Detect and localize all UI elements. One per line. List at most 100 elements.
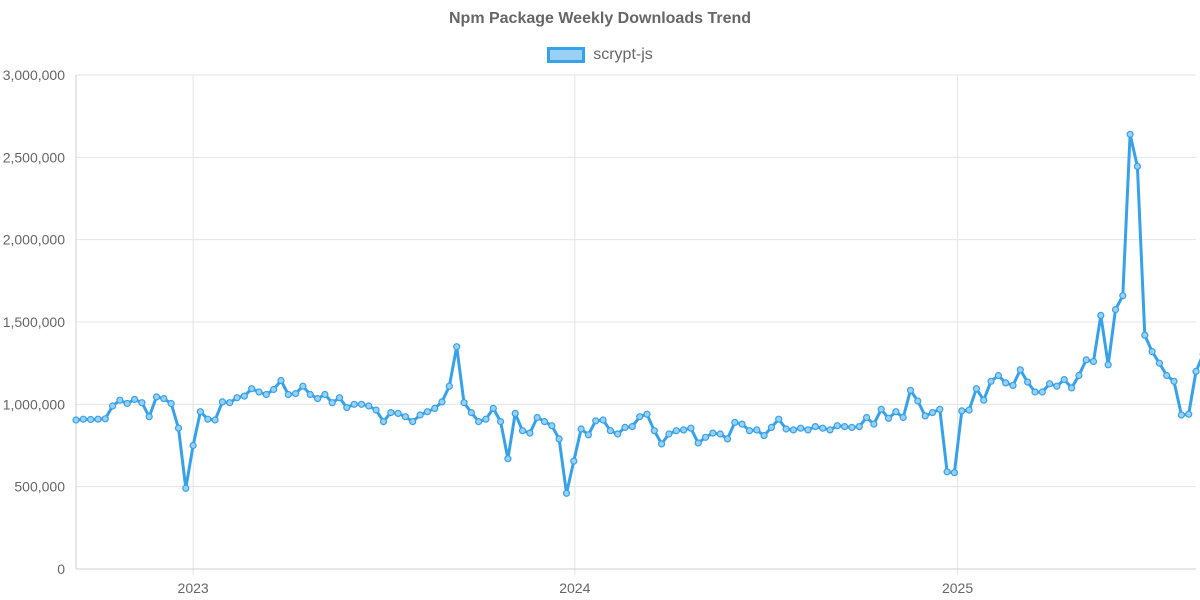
data-point[interactable] bbox=[240, 392, 248, 400]
data-point[interactable] bbox=[826, 426, 834, 434]
data-point[interactable] bbox=[672, 427, 680, 435]
data-point[interactable] bbox=[819, 424, 827, 432]
data-point[interactable] bbox=[1155, 359, 1164, 367]
data-point[interactable] bbox=[782, 425, 790, 433]
data-point[interactable] bbox=[1177, 411, 1186, 419]
data-point[interactable] bbox=[438, 398, 446, 406]
data-point[interactable] bbox=[928, 409, 937, 417]
data-point[interactable] bbox=[1148, 348, 1156, 356]
data-point[interactable] bbox=[1002, 379, 1010, 387]
data-point[interactable] bbox=[1119, 292, 1127, 300]
data-point[interactable] bbox=[211, 416, 219, 424]
data-point[interactable] bbox=[892, 408, 900, 416]
data-point[interactable] bbox=[482, 415, 490, 423]
data-point[interactable] bbox=[218, 398, 226, 406]
data-point[interactable] bbox=[1089, 357, 1098, 366]
data-point[interactable] bbox=[1053, 382, 1061, 390]
data-point[interactable] bbox=[716, 430, 724, 438]
data-point[interactable] bbox=[899, 413, 907, 422]
data-point[interactable] bbox=[599, 416, 607, 424]
data-point[interactable] bbox=[292, 390, 300, 398]
data-point[interactable] bbox=[460, 399, 468, 407]
data-point[interactable] bbox=[152, 393, 161, 401]
data-point[interactable] bbox=[189, 441, 197, 450]
data-point[interactable] bbox=[950, 469, 959, 477]
data-point[interactable] bbox=[694, 439, 702, 447]
data-point[interactable] bbox=[1023, 378, 1032, 386]
data-point[interactable] bbox=[1075, 371, 1083, 380]
data-point[interactable] bbox=[570, 457, 578, 465]
data-point[interactable] bbox=[145, 413, 153, 421]
data-point[interactable] bbox=[1031, 388, 1039, 396]
data-point[interactable] bbox=[1082, 356, 1090, 364]
data-point[interactable] bbox=[182, 484, 190, 492]
data-point[interactable] bbox=[379, 418, 388, 426]
data-point[interactable] bbox=[936, 405, 944, 413]
data-point[interactable] bbox=[204, 415, 212, 423]
data-point[interactable] bbox=[994, 371, 1003, 380]
data-point[interactable] bbox=[226, 399, 234, 407]
data-point[interactable] bbox=[723, 435, 732, 443]
data-point[interactable] bbox=[196, 408, 204, 416]
data-point[interactable] bbox=[1192, 367, 1200, 375]
data-point[interactable] bbox=[233, 394, 241, 402]
data-point[interactable] bbox=[138, 399, 146, 407]
data-point[interactable] bbox=[980, 396, 988, 404]
data-point[interactable] bbox=[1060, 376, 1068, 384]
data-point[interactable] bbox=[416, 411, 424, 419]
data-point[interactable] bbox=[248, 385, 256, 393]
data-point[interactable] bbox=[387, 409, 395, 417]
data-point[interactable] bbox=[592, 417, 600, 425]
data-point[interactable] bbox=[870, 420, 878, 428]
data-point[interactable] bbox=[1097, 311, 1105, 319]
data-point[interactable] bbox=[116, 396, 124, 404]
data-point[interactable] bbox=[804, 426, 812, 434]
data-point[interactable] bbox=[650, 427, 658, 435]
data-point[interactable] bbox=[540, 418, 549, 426]
data-point[interactable] bbox=[299, 382, 307, 390]
data-point[interactable] bbox=[921, 412, 929, 420]
legend-label-scrypt-js[interactable]: scrypt-js bbox=[593, 46, 653, 63]
data-point[interactable] bbox=[701, 433, 710, 441]
data-point[interactable] bbox=[372, 406, 380, 414]
data-point[interactable] bbox=[584, 431, 593, 439]
data-point[interactable] bbox=[767, 423, 776, 431]
data-point[interactable] bbox=[665, 430, 673, 438]
data-point[interactable] bbox=[123, 399, 131, 408]
data-point[interactable] bbox=[1170, 377, 1178, 385]
data-point[interactable] bbox=[108, 402, 117, 410]
data-point[interactable] bbox=[262, 390, 270, 399]
data-point[interactable] bbox=[1009, 381, 1017, 389]
data-point[interactable] bbox=[511, 409, 519, 417]
data-point[interactable] bbox=[1045, 380, 1054, 388]
data-point[interactable] bbox=[79, 415, 87, 423]
data-point[interactable] bbox=[753, 426, 761, 434]
data-point[interactable] bbox=[335, 394, 344, 402]
data-point[interactable] bbox=[445, 382, 453, 390]
data-point[interactable] bbox=[679, 426, 688, 434]
data-point[interactable] bbox=[789, 426, 798, 434]
data-point[interactable] bbox=[840, 423, 849, 431]
data-point[interactable] bbox=[775, 415, 783, 423]
data-point[interactable] bbox=[1163, 371, 1171, 380]
data-point[interactable] bbox=[357, 400, 366, 408]
data-point[interactable] bbox=[270, 385, 278, 394]
data-point[interactable] bbox=[1185, 410, 1193, 418]
data-point[interactable] bbox=[987, 377, 995, 385]
data-point[interactable] bbox=[350, 400, 358, 408]
data-point[interactable] bbox=[277, 376, 285, 385]
data-point[interactable] bbox=[86, 415, 95, 424]
data-point[interactable] bbox=[255, 388, 263, 396]
data-point[interactable] bbox=[811, 423, 819, 431]
data-point[interactable] bbox=[855, 423, 863, 431]
data-point[interactable] bbox=[972, 385, 981, 393]
data-point[interactable] bbox=[1141, 331, 1149, 339]
data-point[interactable] bbox=[884, 414, 893, 422]
data-point[interactable] bbox=[1038, 388, 1046, 396]
data-point[interactable] bbox=[562, 489, 571, 497]
data-point[interactable] bbox=[577, 425, 585, 433]
data-point[interactable] bbox=[709, 429, 717, 437]
data-point[interactable] bbox=[877, 405, 885, 413]
data-point[interactable] bbox=[343, 404, 351, 412]
data-point[interactable] bbox=[94, 415, 102, 423]
